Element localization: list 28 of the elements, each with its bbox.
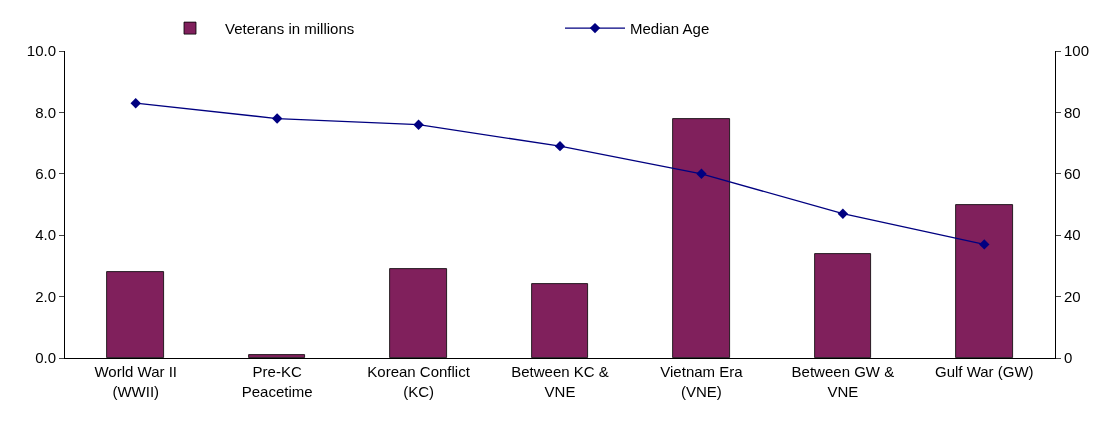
y-tick-label: 2.0: [35, 287, 56, 305]
y2-tick-label: 100: [1064, 42, 1090, 60]
x-tick-label: Korean Conflict (KC): [367, 363, 471, 400]
y-tick-label: 0.0: [35, 349, 56, 367]
y-tick-label: 6.0: [35, 165, 56, 183]
x-tick-label: Gulf War (GW): [934, 363, 1034, 380]
point: [130, 97, 141, 109]
y2-tick-label: 40: [1064, 226, 1081, 244]
x-tick-label: World War II (WWII): [94, 363, 177, 400]
point: [979, 239, 990, 250]
y2-tick-label: 0: [1064, 349, 1073, 367]
y-tick-label: 4.0: [35, 226, 56, 244]
y-tick-label: 8.0: [35, 103, 56, 121]
point: [696, 168, 707, 179]
point: [271, 113, 283, 124]
x-tick-label: Vietnam Era (VNE): [660, 363, 744, 400]
point: [413, 119, 424, 130]
y2-tick-label: 20: [1064, 287, 1081, 305]
y2-tick-label: 80: [1064, 103, 1081, 121]
y-tick-label: 10.0: [26, 42, 56, 60]
x-tick-label: Between KC & VNE: [511, 363, 609, 400]
legend-label: Median Age: [630, 19, 710, 37]
point: [837, 208, 849, 219]
x-tick-label: Between GW & VNE: [791, 363, 895, 400]
point: [554, 140, 566, 152]
y2-tick-label: 60: [1064, 165, 1081, 183]
legend-label: Veterans in millions: [225, 19, 355, 37]
x-tick-label: Pre-KC Peacetime: [241, 363, 313, 400]
